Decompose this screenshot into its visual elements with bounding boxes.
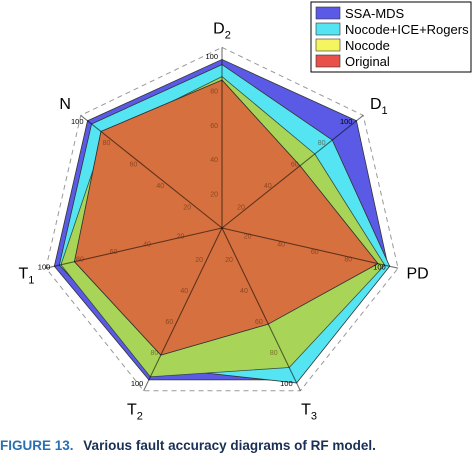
axis-label-4: T2	[127, 402, 143, 423]
spoke-4	[143, 227, 223, 391]
tick-label-axis1-60: 60	[291, 162, 299, 169]
tick-label-axis3-60: 60	[255, 319, 263, 326]
spoke-1	[221, 114, 364, 229]
axis-label-0: D2	[213, 20, 231, 41]
tick-label-axis1-100: 100	[340, 117, 353, 126]
axis-label-2: PD	[406, 266, 428, 283]
tick-label-axis6-20: 20	[183, 205, 191, 212]
grid-layer	[45, 46, 399, 392]
axis-label-6: N	[59, 96, 71, 113]
tick-label-axis4-80: 80	[151, 350, 159, 357]
tick-label-axis2-60: 60	[311, 249, 319, 256]
spoke-3	[221, 227, 301, 391]
figure-caption: FIGURE 13. Various fault accuracy diagra…	[0, 438, 474, 453]
tick-label-axis0-80: 80	[210, 88, 218, 95]
tick-label-axis2-40: 40	[277, 241, 285, 248]
tick-label-axis1-40: 40	[264, 183, 272, 190]
grid-outer-polygon	[45, 46, 399, 392]
tick-label-axis5-40: 40	[143, 241, 151, 248]
tick-label-axis3-20: 20	[225, 257, 233, 264]
legend-label-0: SSA-MDS	[345, 6, 405, 21]
tick-label-axis2-80: 80	[344, 257, 352, 264]
spoke-2	[221, 227, 399, 269]
tick-label-axis5-100: 100	[38, 262, 51, 271]
spoke-6	[80, 114, 223, 229]
spoke-5	[45, 227, 223, 269]
tick-label-axis3-40: 40	[240, 288, 248, 295]
tick-label-axis1-80: 80	[318, 140, 326, 147]
tick-label-axis0-20: 20	[210, 192, 218, 199]
tick-layer: 20 40 60 80 100 20 40 60 80 100 20 40 60 80 100 20 40 60 8…	[38, 52, 386, 388]
tick-label-axis5-80: 80	[76, 257, 84, 264]
tick-label-axis0-100: 100	[205, 52, 218, 61]
legend-label-1: Nocode+ICE+Rogers	[345, 22, 469, 37]
tick-label-axis6-100: 100	[71, 117, 84, 126]
tick-label-axis4-100: 100	[131, 379, 144, 388]
spoke-layer	[45, 47, 399, 391]
axis-label-1: D1	[370, 96, 388, 117]
figure-number: FIGURE 13.	[0, 438, 74, 453]
axis-label-3: T3	[301, 402, 317, 423]
tick-label-axis5-60: 60	[110, 249, 118, 256]
legend-swatch-1	[315, 22, 341, 36]
tick-label-axis3-100: 100	[280, 379, 293, 388]
tick-label-axis3-80: 80	[270, 350, 278, 357]
tick-label-axis5-20: 20	[177, 234, 185, 241]
tick-label-axis4-60: 60	[165, 319, 173, 326]
tick-label-axis1-20: 20	[237, 205, 245, 212]
series-original-fill	[74, 79, 379, 356]
legend-swatch-3	[315, 54, 341, 68]
tick-label-axis2-100: 100	[373, 262, 386, 271]
legend-label-2: Nocode	[345, 38, 390, 53]
tick-label-axis4-40: 40	[180, 288, 188, 295]
axis-label-layer: D2 D1 PD T3 T2 T1 N	[18, 20, 428, 422]
axis-label-5: T1	[18, 266, 34, 287]
tick-label-axis4-20: 20	[195, 257, 203, 264]
tick-label-axis2-20: 20	[244, 234, 252, 241]
legend-label-3: Original	[345, 54, 390, 69]
tick-label-axis0-40: 40	[210, 157, 218, 164]
tick-label-axis6-60: 60	[130, 162, 138, 169]
tick-label-axis0-60: 60	[210, 123, 218, 130]
radar-chart: 20 40 60 80 100 20 40 60 80 100 20 40 60 80 100 20 40 60 8…	[18, 1, 472, 423]
legend-swatch-0	[315, 6, 341, 20]
figure-caption-text: Various fault accuracy diagrams of RF mo…	[83, 438, 376, 453]
legend-swatch-2	[315, 38, 341, 52]
tick-label-axis6-80: 80	[103, 140, 111, 147]
tick-label-axis6-40: 40	[156, 183, 164, 190]
